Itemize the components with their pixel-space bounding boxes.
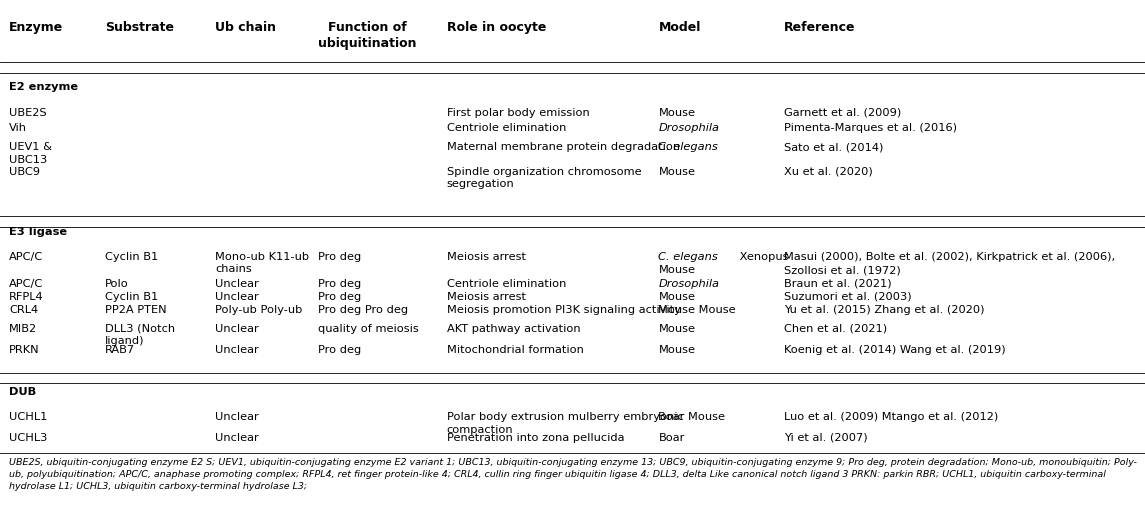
Text: Penetration into zona pellucida: Penetration into zona pellucida [447, 433, 624, 443]
Text: Xu et al. (2020): Xu et al. (2020) [784, 167, 874, 176]
Text: Pro deg Pro deg: Pro deg Pro deg [318, 305, 409, 315]
Text: Mouse Mouse: Mouse Mouse [658, 305, 736, 315]
Text: CRL4: CRL4 [9, 305, 38, 315]
Text: Unclear: Unclear [215, 412, 259, 422]
Text: Poly-ub Poly-ub: Poly-ub Poly-ub [215, 305, 302, 315]
Text: DUB: DUB [9, 387, 37, 396]
Text: UCHL3: UCHL3 [9, 433, 48, 443]
Text: PP2A PTEN: PP2A PTEN [105, 305, 167, 315]
Text: RFPL4: RFPL4 [9, 292, 44, 302]
Text: UBC9: UBC9 [9, 167, 40, 176]
Text: Drosophila: Drosophila [658, 279, 719, 288]
Text: Yu et al. (2015) Zhang et al. (2020): Yu et al. (2015) Zhang et al. (2020) [784, 305, 985, 315]
Text: Unclear: Unclear [215, 324, 259, 334]
Text: Mouse: Mouse [658, 167, 695, 176]
Text: Suzumori et al. (2003): Suzumori et al. (2003) [784, 292, 911, 302]
Text: UBE2S, ubiquitin-conjugating enzyme E2 S; UEV1, ubiquitin-conjugating enzyme E2 : UBE2S, ubiquitin-conjugating enzyme E2 S… [9, 458, 1137, 491]
Text: Role in oocyte: Role in oocyte [447, 21, 546, 33]
Text: Function of
ubiquitination: Function of ubiquitination [318, 21, 417, 49]
Text: E2 enzyme: E2 enzyme [9, 82, 78, 92]
Text: Model: Model [658, 21, 701, 33]
Text: Szollosi et al. (1972): Szollosi et al. (1972) [784, 265, 901, 275]
Text: Boar: Boar [658, 433, 685, 443]
Text: APC/C: APC/C [9, 279, 44, 288]
Text: Yi et al. (2007): Yi et al. (2007) [784, 433, 868, 443]
Text: Vih: Vih [9, 123, 27, 133]
Text: APC/C: APC/C [9, 252, 44, 262]
Text: Braun et al. (2021): Braun et al. (2021) [784, 279, 892, 288]
Text: Polo: Polo [105, 279, 129, 288]
Text: Centriole elimination: Centriole elimination [447, 123, 566, 133]
Text: Unclear: Unclear [215, 433, 259, 443]
Text: Spindle organization chromosome
segregation: Spindle organization chromosome segregat… [447, 167, 641, 189]
Text: Pro deg: Pro deg [318, 252, 362, 262]
Text: UCHL1: UCHL1 [9, 412, 48, 422]
Text: Unclear: Unclear [215, 279, 259, 288]
Text: Centriole elimination: Centriole elimination [447, 279, 566, 288]
Text: Enzyme: Enzyme [9, 21, 63, 33]
Text: PRKN: PRKN [9, 345, 40, 355]
Text: Xenopus: Xenopus [736, 252, 789, 262]
Text: UEV1 &
UBC13: UEV1 & UBC13 [9, 142, 53, 165]
Text: Mono-ub K11-ub
chains: Mono-ub K11-ub chains [215, 252, 309, 274]
Text: Mitochondrial formation: Mitochondrial formation [447, 345, 584, 355]
Text: C. elegans: C. elegans [658, 252, 718, 262]
Text: DLL3 (Notch
ligand): DLL3 (Notch ligand) [105, 324, 175, 346]
Text: Pro deg: Pro deg [318, 292, 362, 302]
Text: Chen et al. (2021): Chen et al. (2021) [784, 324, 887, 334]
Text: Boar Mouse: Boar Mouse [658, 412, 726, 422]
Text: Garnett et al. (2009): Garnett et al. (2009) [784, 108, 901, 118]
Text: Reference: Reference [784, 21, 855, 33]
Text: Sato et al. (2014): Sato et al. (2014) [784, 142, 884, 152]
Text: Unclear: Unclear [215, 292, 259, 302]
Text: UBE2S: UBE2S [9, 108, 47, 118]
Text: Mouse: Mouse [658, 345, 695, 355]
Text: Mouse: Mouse [658, 292, 695, 302]
Text: Luo et al. (2009) Mtango et al. (2012): Luo et al. (2009) Mtango et al. (2012) [784, 412, 998, 422]
Text: Unclear: Unclear [215, 345, 259, 355]
Text: E3 ligase: E3 ligase [9, 227, 68, 237]
Text: Masui (2000), Bolte et al. (2002), Kirkpatrick et al. (2006),: Masui (2000), Bolte et al. (2002), Kirkp… [784, 252, 1115, 262]
Text: AKT pathway activation: AKT pathway activation [447, 324, 581, 334]
Text: Pro deg: Pro deg [318, 279, 362, 288]
Text: Cyclin B1: Cyclin B1 [105, 292, 159, 302]
Text: Meiosis promotion PI3K signaling activity: Meiosis promotion PI3K signaling activit… [447, 305, 680, 315]
Text: Ub chain: Ub chain [215, 21, 276, 33]
Text: C. elegans: C. elegans [658, 142, 718, 152]
Text: Cyclin B1: Cyclin B1 [105, 252, 159, 262]
Text: Mouse: Mouse [658, 324, 695, 334]
Text: quality of meiosis: quality of meiosis [318, 324, 419, 334]
Text: Maternal membrane protein degradation: Maternal membrane protein degradation [447, 142, 680, 152]
Text: Pimenta-Marques et al. (2016): Pimenta-Marques et al. (2016) [784, 123, 957, 133]
Text: First polar body emission: First polar body emission [447, 108, 590, 118]
Text: Drosophila: Drosophila [658, 123, 719, 133]
Text: Koenig et al. (2014) Wang et al. (2019): Koenig et al. (2014) Wang et al. (2019) [784, 345, 1006, 355]
Text: Meiosis arrest: Meiosis arrest [447, 292, 526, 302]
Text: Mouse: Mouse [658, 265, 695, 275]
Text: Mouse: Mouse [658, 108, 695, 118]
Text: Substrate: Substrate [105, 21, 174, 33]
Text: Meiosis arrest: Meiosis arrest [447, 252, 526, 262]
Text: RAB7: RAB7 [105, 345, 135, 355]
Text: Polar body extrusion mulberry embryonic
compaction: Polar body extrusion mulberry embryonic … [447, 412, 684, 435]
Text: Pro deg: Pro deg [318, 345, 362, 355]
Text: MIB2: MIB2 [9, 324, 38, 334]
